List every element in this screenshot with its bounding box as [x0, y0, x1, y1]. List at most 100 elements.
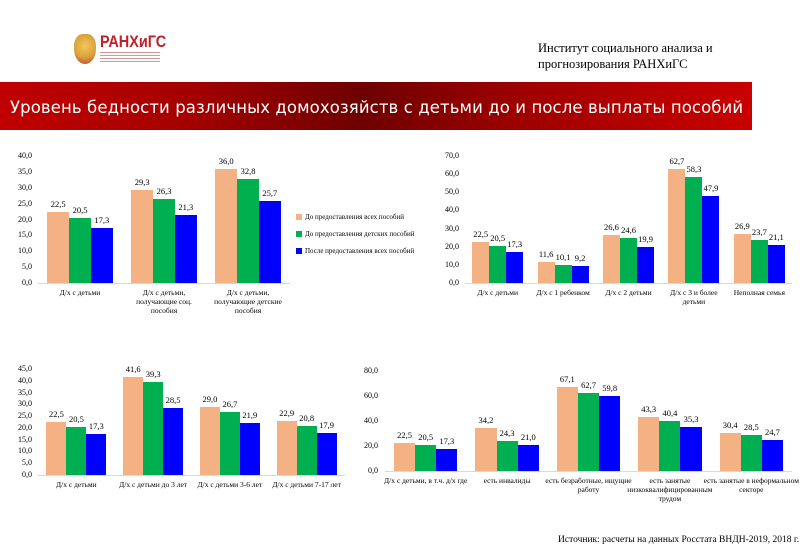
y-tick-label: 20,0 — [18, 422, 32, 432]
x-category-label: Д/х с 1 ребенком — [536, 288, 590, 297]
y-tick-label: 0,0 — [368, 466, 378, 475]
data-label: 62,7 — [581, 379, 596, 390]
y-tick-label: 5,0 — [22, 262, 32, 272]
x-category-label: Неполная семья — [733, 288, 785, 297]
bar — [767, 244, 785, 283]
bar — [750, 240, 768, 283]
legend-swatch — [296, 247, 302, 254]
bar — [393, 442, 416, 471]
data-label: 67,1 — [559, 374, 575, 385]
x-category-label: есть занятые в неформальном секторе — [703, 476, 799, 494]
y-tick-label: 10,0 — [18, 246, 32, 256]
bar — [668, 169, 686, 283]
bar — [153, 199, 175, 283]
legend-label: До предоставления всех пособий — [305, 212, 404, 221]
data-label: 28,5 — [743, 422, 759, 433]
x-category-label: есть инвалиды — [483, 476, 531, 485]
y-tick-label: 20,0 — [18, 214, 32, 224]
y-tick-label: 10,0 — [18, 446, 32, 456]
bar — [215, 168, 238, 283]
bar — [131, 189, 154, 283]
bar — [571, 266, 589, 283]
data-label: 22,5 — [50, 198, 66, 209]
y-tick-label: 0,0 — [22, 278, 32, 287]
bar — [761, 440, 784, 471]
bar — [602, 234, 620, 283]
data-label: 20,5 — [68, 413, 84, 424]
data-label: 34,2 — [478, 415, 494, 426]
x-category-label: Д/х с 3 и более детьми — [670, 288, 718, 306]
y-tick-label: 40,0 — [364, 416, 378, 425]
data-label: 35,3 — [683, 413, 699, 424]
x-category-label: Д/х с детьми, в т.ч. д/х где — [384, 476, 468, 485]
data-label: 29,0 — [202, 393, 218, 404]
data-label: 39,3 — [145, 369, 161, 380]
data-label: 22,9 — [279, 408, 295, 419]
bar — [296, 426, 317, 475]
data-label: 21,1 — [768, 231, 784, 242]
x-axis-line — [38, 283, 290, 284]
bar — [680, 426, 702, 471]
y-tick-label: 30,0 — [18, 182, 32, 192]
emblem-icon — [74, 34, 96, 64]
data-label: 22,5 — [473, 229, 489, 240]
data-label: 21,9 — [242, 410, 258, 421]
legend-item: До предоставления детских пособий — [296, 225, 415, 242]
data-label: 28,5 — [165, 394, 181, 405]
y-tick-label: 45,0 — [18, 364, 32, 373]
data-label: 22,5 — [48, 409, 64, 419]
x-category-label: Д/х с детьми — [59, 288, 101, 297]
y-tick-label: 0,0 — [22, 470, 32, 479]
slide-title: Уровень бедности различных домохозяйств … — [10, 98, 744, 117]
data-label: 26,9 — [734, 221, 750, 232]
legend-swatch — [296, 213, 302, 220]
data-label: 32,8 — [240, 165, 256, 176]
y-tick-label: 40,0 — [18, 375, 32, 385]
bar — [537, 261, 555, 283]
source-note: Источник: расчеты на данных Росстата ВНД… — [558, 535, 800, 545]
data-label: 43,3 — [641, 403, 657, 414]
data-label: 17,3 — [439, 436, 455, 447]
data-label: 26,3 — [156, 186, 172, 197]
ranepa-logo: РАНХиГС — [74, 32, 174, 68]
bar — [556, 387, 578, 471]
y-tick-label: 25,0 — [18, 411, 32, 421]
bar — [702, 196, 720, 283]
data-label: 24,6 — [621, 225, 636, 236]
x-category-label: есть безработные, ищущие работу — [545, 476, 632, 494]
data-label: 26,6 — [604, 221, 619, 232]
data-label: 20,5 — [72, 204, 88, 215]
x-category-label: Д/х с детьми — [477, 288, 518, 297]
bar — [415, 445, 437, 471]
bar — [638, 416, 660, 471]
y-tick-label: 40,0 — [445, 205, 459, 215]
legend-label: До предоставления детских пособий — [305, 229, 415, 238]
y-tick-label: 5,0 — [22, 458, 32, 468]
institute-name: Институт социального анализа и прогнозир… — [538, 41, 713, 71]
data-label: 11,6 — [538, 248, 554, 259]
x-axis-line — [38, 475, 345, 476]
x-category-label: Д/х с детьми, получающие детские пособия — [214, 288, 282, 315]
data-label: 41,6 — [125, 364, 141, 374]
bar — [577, 392, 600, 471]
bar — [740, 435, 762, 471]
x-axis-line — [385, 471, 792, 472]
bar — [219, 412, 240, 475]
legend-item: После предоставления всех пособий — [296, 242, 415, 259]
y-tick-label: 30,0 — [445, 223, 459, 233]
bar — [733, 234, 751, 283]
data-label: 9,2 — [574, 253, 586, 264]
x-axis-line — [465, 283, 792, 284]
bar — [199, 406, 220, 475]
y-tick-label: 50,0 — [445, 187, 459, 197]
data-label: 59,8 — [602, 383, 618, 394]
bar — [123, 377, 144, 475]
bar — [472, 242, 490, 283]
x-category-label: Д/х с детьми до 3 лет — [119, 480, 188, 489]
bar — [436, 449, 458, 471]
data-label: 17,3 — [88, 421, 104, 432]
bar — [69, 217, 91, 283]
bar — [276, 421, 297, 475]
bar — [239, 423, 260, 475]
bar — [637, 246, 654, 283]
